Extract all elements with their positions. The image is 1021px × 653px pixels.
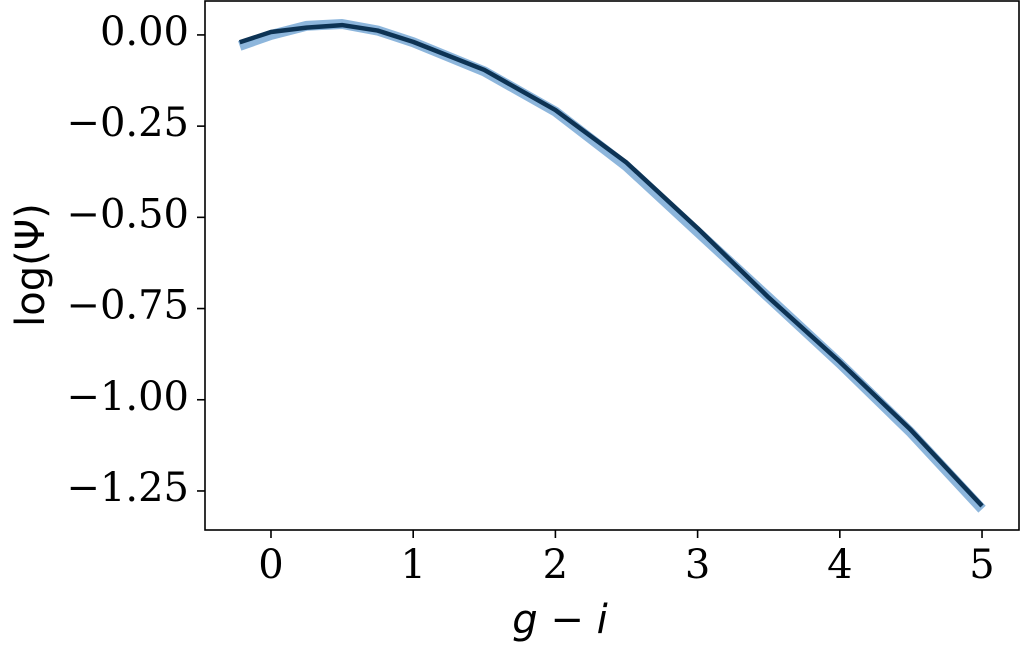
y-tick-label: −1.25 (66, 465, 189, 511)
x-tick-label: 2 (543, 542, 568, 588)
line-series (238, 18, 986, 513)
y-tick-label: 0.00 (100, 9, 189, 55)
y-tick-label: −0.50 (66, 191, 189, 237)
y-tick-label: −0.25 (66, 100, 189, 146)
y-tick-label: −1.00 (66, 374, 189, 420)
x-tick-label: 4 (827, 542, 852, 588)
plot-frame (204, 0, 1020, 531)
x-tick-label: 1 (400, 542, 425, 588)
line-series (239, 22, 984, 508)
x-axis-label: g − i (512, 597, 607, 643)
y-axis-label: log(Ψ) (8, 203, 54, 327)
x-tick-label: 0 (258, 542, 283, 588)
x-tick-label: 5 (969, 542, 994, 588)
x-tick-label: 3 (685, 542, 710, 588)
y-tick-label: −0.75 (66, 283, 189, 329)
